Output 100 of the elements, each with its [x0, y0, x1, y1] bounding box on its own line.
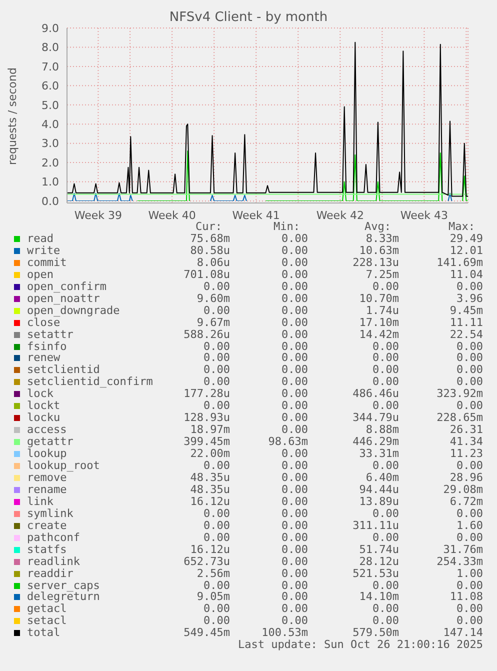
text: 13.89u — [359, 494, 399, 508]
text: 11.23 — [450, 447, 483, 460]
text: 141.69m — [436, 256, 483, 269]
legend-label: lookup — [27, 447, 67, 460]
text: 0.00 — [282, 470, 308, 484]
legend-label: server_caps — [27, 578, 100, 592]
legend-label: fsinfo — [27, 340, 67, 352]
text: 0.00 — [456, 280, 483, 293]
text: 8.33m — [366, 232, 399, 245]
x-tick-label: Week 42 — [316, 208, 364, 222]
text: 0.00 — [282, 411, 308, 424]
text: 0.00 — [372, 602, 399, 616]
text: 0.00 — [204, 518, 230, 532]
text: 0.00 — [282, 268, 308, 281]
text: 94.44u — [359, 482, 399, 496]
text: 22.00m — [190, 447, 230, 460]
text: 0.00 — [282, 566, 308, 580]
text: 0.00 — [204, 399, 230, 412]
text: 11.04 — [450, 268, 483, 281]
text: 0.00 — [282, 554, 308, 568]
text: 10.63m — [359, 244, 399, 257]
chart-title: NFSv4 Client - by month — [169, 10, 328, 25]
legend-label: close — [27, 316, 60, 329]
y-tick-label: 3.0 — [42, 137, 59, 150]
legend-label: create — [27, 518, 67, 532]
text: 0.00 — [204, 280, 230, 293]
text: 48.35u — [190, 470, 230, 484]
text: 0.00 — [372, 351, 399, 364]
text: 147.14 — [443, 626, 483, 640]
x-tick-label: Week 41 — [232, 208, 280, 222]
legend-label: renew — [27, 351, 60, 364]
text: Cur: — [196, 220, 222, 233]
legend-label: access — [27, 423, 67, 436]
text: 0.00 — [282, 232, 308, 245]
text: 0.00 — [456, 506, 483, 520]
text: 48.35u — [190, 482, 230, 496]
text: Last update: Sun Oct 26 21:00:16 2025 — [238, 638, 483, 652]
text: 0.00 — [282, 506, 308, 520]
y-tick-label: 1.0 — [42, 176, 59, 189]
legend-label: lookup_root — [27, 459, 100, 472]
text: 0.00 — [282, 542, 308, 556]
legend-label: rename — [27, 482, 67, 496]
text: 177.28u — [184, 387, 230, 400]
text: 7.25m — [366, 268, 399, 281]
text: 0.00 — [282, 316, 308, 329]
text: 0.00 — [282, 602, 308, 616]
text: 588.26u — [184, 328, 230, 341]
legend-label: read — [27, 232, 54, 245]
text: 0.00 — [456, 578, 483, 592]
text: 9.67m — [196, 316, 230, 329]
text: 14.10m — [359, 590, 399, 604]
legend-label: setacl — [27, 614, 67, 628]
text: 22.54 — [450, 328, 483, 341]
text: 0.00 — [372, 578, 399, 592]
text: 0.00 — [282, 328, 308, 341]
text: 75.68m — [190, 232, 230, 245]
text: 0.00 — [282, 304, 308, 317]
legend-label: link — [27, 494, 54, 508]
text: 0.00 — [204, 506, 230, 520]
text: 33.31m — [359, 447, 399, 460]
text: 0.00 — [282, 375, 308, 388]
text: 0.00 — [456, 363, 483, 376]
legend-label: pathconf — [27, 530, 80, 544]
legend-label: getacl — [27, 602, 67, 616]
text: 0.00 — [456, 375, 483, 388]
text: 0.00 — [456, 530, 483, 544]
text: 16.12u — [190, 494, 230, 508]
text: 0.00 — [282, 256, 308, 269]
text: 14.42m — [359, 328, 399, 341]
text: 0.00 — [204, 530, 230, 544]
text: 0.00 — [456, 399, 483, 412]
legend-label: setclientid_confirm — [27, 375, 153, 388]
text: 0.00 — [282, 292, 308, 305]
text: 521.53u — [352, 566, 399, 580]
x-tick-label: Week 39 — [74, 208, 122, 222]
text: 0.00 — [372, 614, 399, 628]
legend-label: delegreturn — [27, 590, 100, 604]
text: Max: — [448, 220, 475, 233]
legend-label: getattr — [27, 435, 74, 448]
text: 0.00 — [372, 399, 399, 412]
legend-label: readdir — [27, 566, 74, 580]
text: 0.00 — [282, 447, 308, 460]
text: 0.00 — [372, 506, 399, 520]
text: 0.00 — [456, 459, 483, 472]
legend-label: remove — [27, 470, 67, 484]
legend-label: locku — [27, 411, 60, 424]
legend-label: total — [27, 626, 60, 640]
text: 0.00 — [282, 494, 308, 508]
text: 100.53m — [262, 626, 308, 640]
text: 6.40m — [366, 470, 399, 484]
legend-label: lock — [27, 387, 54, 400]
x-tick-label: Week 43 — [400, 208, 448, 222]
legend-label: open_noattr — [27, 292, 100, 305]
text: 0.00 — [372, 280, 399, 293]
legend-label: statfs — [27, 542, 67, 556]
text: 254.33m — [436, 554, 483, 568]
text: 0.00 — [204, 375, 230, 388]
text: 11.08 — [450, 590, 483, 604]
text: 0.00 — [204, 602, 230, 616]
legend-label: readlink — [27, 554, 80, 568]
